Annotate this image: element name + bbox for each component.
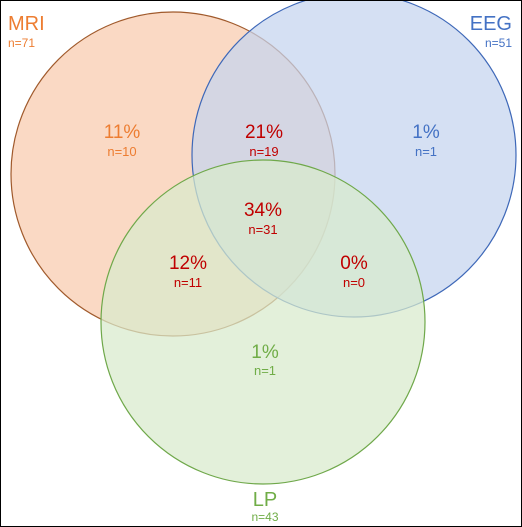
- region-mri-lp-count: n=11: [174, 275, 202, 290]
- lp-label: LP: [253, 489, 277, 511]
- region-eeg-only-count: n=1: [415, 144, 437, 159]
- region-mri-only-percent: 11%: [104, 122, 141, 143]
- region-lp-only-count: n=1: [254, 363, 276, 378]
- eeg-count: n=51: [485, 36, 512, 50]
- region-mri-only-count: n=10: [107, 144, 136, 159]
- lp-count: n=43: [251, 510, 278, 524]
- lp-circle: [100, 159, 426, 485]
- region-all-three-percent: 34%: [244, 200, 282, 221]
- region-lp-only-percent: 1%: [251, 342, 279, 363]
- region-eeg-lp-percent: 0%: [340, 253, 368, 274]
- region-mri-eeg-percent: 21%: [245, 122, 283, 143]
- region-eeg-lp-count: n=0: [343, 275, 365, 290]
- mri-count: n=71: [8, 36, 35, 50]
- region-all-three-count: n=31: [248, 222, 277, 237]
- region-eeg-only-percent: 1%: [412, 122, 440, 143]
- mri-label: MRI: [8, 13, 45, 35]
- region-mri-lp-percent: 12%: [169, 253, 207, 274]
- eeg-label: EEG: [470, 13, 512, 35]
- region-mri-eeg-count: n=19: [249, 144, 278, 159]
